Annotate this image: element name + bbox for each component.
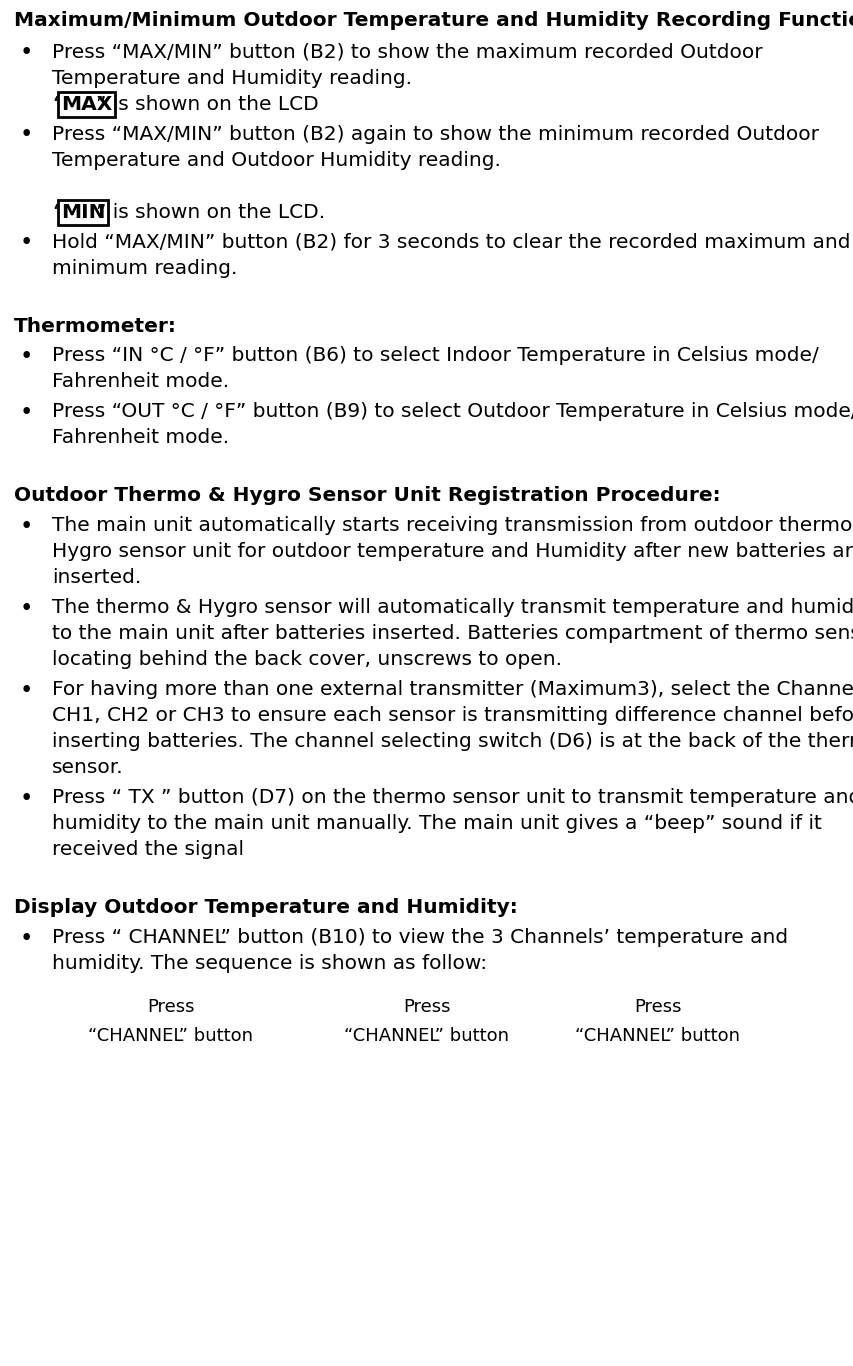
- Text: sensor.: sensor.: [52, 758, 124, 777]
- Text: humidity. The sequence is shown as follow:: humidity. The sequence is shown as follo…: [52, 955, 486, 973]
- Text: “CHANNEL” button: “CHANNEL” button: [574, 1027, 740, 1045]
- Text: The main unit automatically starts receiving transmission from outdoor thermo &: The main unit automatically starts recei…: [52, 516, 853, 535]
- Text: Press “ TX ” button (D7) on the thermo sensor unit to transmit temperature and: Press “ TX ” button (D7) on the thermo s…: [52, 788, 853, 807]
- Text: Outdoor Thermo & Hygro Sensor Unit Registration Procedure:: Outdoor Thermo & Hygro Sensor Unit Regis…: [14, 486, 720, 505]
- Text: •: •: [20, 515, 33, 538]
- Text: CH1, CH2 or CH3 to ensure each sensor is transmitting difference channel before: CH1, CH2 or CH3 to ensure each sensor is…: [52, 706, 853, 725]
- Text: received the signal: received the signal: [52, 840, 244, 859]
- Text: Press “ CHANNEL” button (B10) to view the 3 Channels’ temperature and: Press “ CHANNEL” button (B10) to view th…: [52, 929, 787, 947]
- Text: Fahrenheit mode.: Fahrenheit mode.: [52, 373, 229, 392]
- Text: •: •: [20, 787, 33, 810]
- Text: humidity to the main unit manually. The main unit gives a “beep” sound if it: humidity to the main unit manually. The …: [52, 814, 821, 833]
- Text: ” is shown on the LCD.: ” is shown on the LCD.: [96, 202, 325, 221]
- Text: Temperature and Outdoor Humidity reading.: Temperature and Outdoor Humidity reading…: [52, 150, 501, 169]
- Text: •: •: [20, 231, 33, 254]
- Text: Press: Press: [633, 999, 681, 1016]
- Text: Press: Press: [147, 999, 194, 1016]
- Text: •: •: [20, 41, 33, 64]
- Text: “CHANNEL” button: “CHANNEL” button: [344, 1027, 509, 1045]
- Text: •: •: [20, 597, 33, 620]
- Text: MIN: MIN: [61, 202, 105, 221]
- Text: •: •: [20, 679, 33, 702]
- Text: Press “IN °C / °F” button (B6) to select Indoor Temperature in Celsius mode/: Press “IN °C / °F” button (B6) to select…: [52, 347, 818, 366]
- Text: MAX: MAX: [61, 94, 112, 113]
- Text: Hygro sensor unit for outdoor temperature and Humidity after new batteries are: Hygro sensor unit for outdoor temperatur…: [52, 542, 853, 561]
- Text: minimum reading.: minimum reading.: [52, 258, 237, 277]
- Text: Press “OUT °C / °F” button (B9) to select Outdoor Temperature in Celsius mode/: Press “OUT °C / °F” button (B9) to selec…: [52, 403, 853, 422]
- Text: Press “MAX/MIN” button (B2) to show the maximum recorded Outdoor: Press “MAX/MIN” button (B2) to show the …: [52, 42, 762, 61]
- Text: inserting batteries. The channel selecting switch (D6) is at the back of the the: inserting batteries. The channel selecti…: [52, 732, 853, 751]
- Text: Maximum/Minimum Outdoor Temperature and Humidity Recording Function:: Maximum/Minimum Outdoor Temperature and …: [14, 11, 853, 30]
- Text: •: •: [20, 928, 33, 949]
- Text: Temperature and Humidity reading.: Temperature and Humidity reading.: [52, 68, 411, 87]
- Text: to the main unit after batteries inserted. Batteries compartment of thermo senso: to the main unit after batteries inserte…: [52, 624, 853, 643]
- Text: •: •: [20, 123, 33, 146]
- Text: inserted.: inserted.: [52, 568, 141, 587]
- Text: •: •: [20, 402, 33, 423]
- Text: Fahrenheit mode.: Fahrenheit mode.: [52, 429, 229, 448]
- Text: “CHANNEL” button: “CHANNEL” button: [88, 1027, 253, 1045]
- Text: locating behind the back cover, unscrews to open.: locating behind the back cover, unscrews…: [52, 650, 561, 669]
- Text: ” is shown on the LCD: ” is shown on the LCD: [96, 94, 318, 113]
- Text: Thermometer:: Thermometer:: [14, 317, 177, 336]
- Text: Display Outdoor Temperature and Humidity:: Display Outdoor Temperature and Humidity…: [14, 899, 517, 918]
- Text: For having more than one external transmitter (Maximum3), select the Channel,: For having more than one external transm…: [52, 680, 853, 699]
- Text: Hold “MAX/MIN” button (B2) for 3 seconds to clear the recorded maximum and: Hold “MAX/MIN” button (B2) for 3 seconds…: [52, 232, 850, 251]
- Text: “: “: [52, 94, 62, 113]
- Text: Press “MAX/MIN” button (B2) again to show the minimum recorded Outdoor: Press “MAX/MIN” button (B2) again to sho…: [52, 124, 818, 143]
- Text: •: •: [20, 346, 33, 367]
- Text: Press: Press: [403, 999, 450, 1016]
- Text: “: “: [52, 202, 62, 221]
- Text: The thermo & Hygro sensor will automatically transmit temperature and humidity: The thermo & Hygro sensor will automatic…: [52, 598, 853, 617]
